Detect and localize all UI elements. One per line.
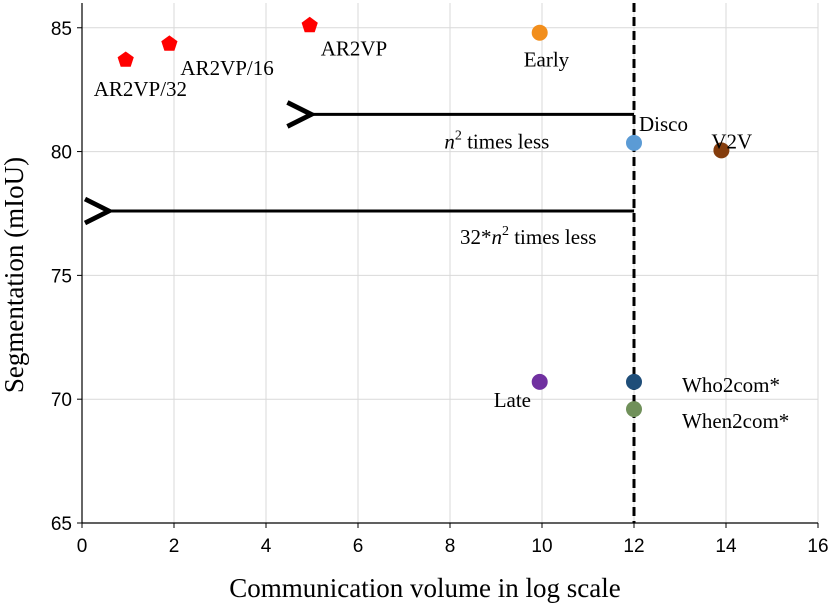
y-tick-label: 70 (51, 390, 72, 411)
x-tick-label: 8 (445, 536, 456, 557)
point-when2com (626, 401, 642, 418)
y-tick-label: 80 (51, 143, 72, 164)
label-v2v: V2V (711, 129, 752, 153)
x-tick-label: 14 (715, 536, 737, 557)
x-tick-label: 6 (353, 536, 364, 557)
point-who2com (626, 373, 642, 390)
point-late (531, 373, 548, 390)
label-late: Late (494, 388, 531, 412)
label-disco: Disco (639, 112, 688, 136)
x-tick-label: 4 (261, 536, 272, 557)
arrow-note-1: n2 times less (444, 128, 549, 153)
point-disco (626, 134, 642, 151)
y-tick-label: 65 (51, 514, 72, 535)
point-v2v (713, 142, 730, 159)
x-tick-label: 2 (169, 536, 180, 557)
label-who2com: Who2com* (682, 373, 780, 397)
x-tick-label: 16 (807, 536, 828, 557)
arrow-note-2: 32*n2 times less (460, 224, 597, 249)
point-ar2vp (301, 16, 318, 33)
point-ar2vp-32 (117, 51, 134, 67)
point-early (531, 24, 548, 41)
x-tick-label: 0 (77, 536, 88, 557)
label-ar2vp: AR2VP (321, 36, 388, 60)
x-tick-label: 10 (531, 536, 552, 557)
axes (77, 3, 819, 528)
label-ar2vp-16: AR2VP/16 (180, 56, 273, 80)
y-axis-title: Segmentation (mIoU) (0, 157, 29, 393)
label-early: Early (524, 48, 570, 72)
label-when2com: When2com* (682, 409, 789, 433)
label-ar2vp-32: AR2VP/32 (94, 77, 187, 101)
point-ar2vp-16 (161, 35, 178, 51)
x-tick-label: 12 (623, 536, 644, 557)
y-tick-label: 85 (51, 19, 72, 40)
y-tick-label: 75 (51, 266, 72, 287)
data-points (117, 16, 730, 418)
tick-labels: 0 2 4 6 8 10 12 14 16 65 70 75 80 85 (51, 19, 829, 557)
arrow-annotations: n2 times less 32*n2 times less (109, 114, 634, 249)
grid-lines (82, 3, 819, 523)
x-axis-title: Communication volume in log scale (229, 573, 620, 603)
